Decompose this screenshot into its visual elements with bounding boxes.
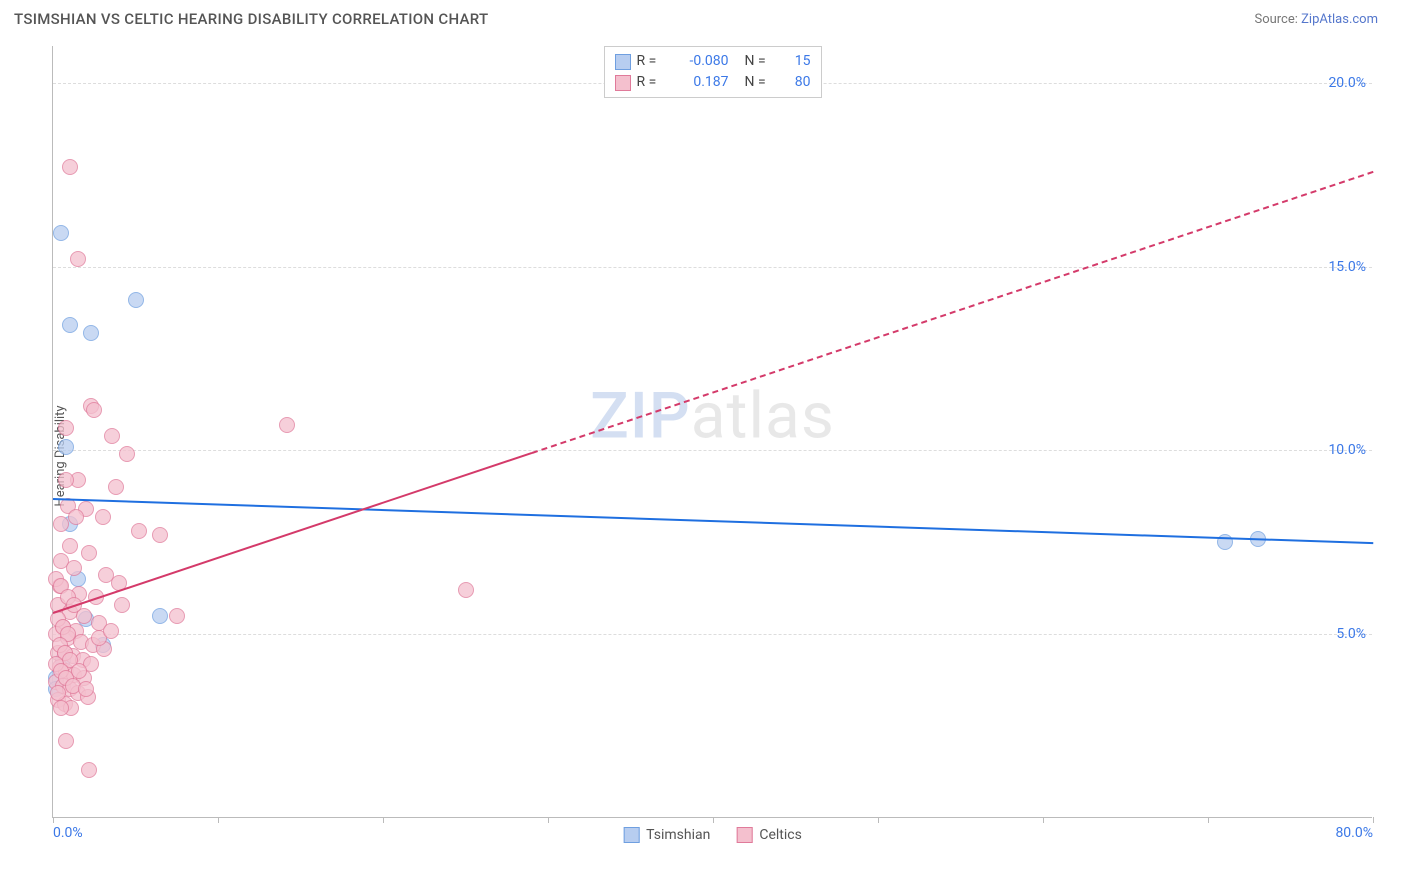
data-point-celtics <box>169 608 185 624</box>
legend-swatch-tsimshian <box>615 54 631 70</box>
x-tick <box>383 817 384 823</box>
data-point-celtics <box>66 560 82 576</box>
data-point-tsimshian <box>62 317 78 333</box>
y-tick-label: 20.0% <box>1328 75 1366 91</box>
chart-title: TSIMSHIAN VS CELTIC HEARING DISABILITY C… <box>14 10 488 28</box>
legend-swatch-tsimshian <box>623 827 639 843</box>
data-point-celtics <box>58 420 74 436</box>
data-point-tsimshian <box>152 608 168 624</box>
data-point-celtics <box>71 663 87 679</box>
source-prefix: Source: <box>1254 12 1301 27</box>
chart-container: Hearing Disability ZIPatlas R =-0.080N =… <box>14 36 1392 876</box>
x-tick-label: 0.0% <box>53 825 83 841</box>
data-point-celtics <box>95 509 111 525</box>
legend-n-value-tsimshian: 15 <box>781 51 811 72</box>
x-tick <box>548 817 549 823</box>
x-tick <box>878 817 879 823</box>
x-tick <box>1208 817 1209 823</box>
legend-stats: R = -0.080 N = 15 R = 0.187 N = 80 <box>604 46 822 98</box>
trend-line-tsimshian <box>53 498 1373 544</box>
legend-r-label: R = <box>637 51 667 72</box>
data-point-celtics <box>86 402 102 418</box>
data-point-celtics <box>68 509 84 525</box>
data-point-tsimshian <box>128 292 144 308</box>
source-attribution: Source: ZipAtlas.com <box>1254 12 1378 27</box>
watermark-rest: atlas <box>691 379 835 454</box>
legend-r-value-tsimshian: -0.080 <box>673 51 729 72</box>
legend-series: Tsimshian Celtics <box>623 827 802 843</box>
legend-stat-row-celtics: R = 0.187 N = 80 <box>615 72 811 93</box>
legend-n-value-celtics: 80 <box>781 72 811 93</box>
x-tick <box>713 817 714 823</box>
legend-label-tsimshian: Tsimshian <box>646 827 710 843</box>
legend-n-label: N = <box>745 51 775 72</box>
source-link[interactable]: ZipAtlas.com <box>1301 12 1378 27</box>
plot-area: ZIPatlas R =-0.080N =15R =0.187N =80 Tsi… <box>52 46 1372 818</box>
legend-item-tsimshian: Tsimshian <box>623 827 710 843</box>
data-point-celtics <box>103 623 119 639</box>
data-point-celtics <box>458 582 474 598</box>
legend-item-celtics: Celtics <box>736 827 801 843</box>
legend-n-label: N = <box>745 72 775 93</box>
gridline-h <box>53 634 1372 635</box>
data-point-celtics <box>279 417 295 433</box>
legend-stat-row-tsimshian: R = -0.080 N = 15 <box>615 51 811 72</box>
data-point-tsimshian <box>53 225 69 241</box>
data-point-celtics <box>50 685 66 701</box>
legend-swatch-celtics <box>736 827 752 843</box>
x-tick-label: 80.0% <box>1335 825 1373 841</box>
data-point-celtics <box>81 762 97 778</box>
data-point-celtics <box>62 538 78 554</box>
legend-swatch-celtics <box>615 75 631 91</box>
data-point-celtics <box>78 681 94 697</box>
gridline-h <box>53 267 1372 268</box>
x-tick <box>218 817 219 823</box>
data-point-celtics <box>53 516 69 532</box>
data-point-celtics <box>131 523 147 539</box>
data-point-celtics <box>114 597 130 613</box>
data-point-celtics <box>119 446 135 462</box>
trend-line-celtics-dashed <box>531 171 1373 454</box>
data-point-tsimshian <box>83 325 99 341</box>
data-point-celtics <box>58 472 74 488</box>
legend-r-label: R = <box>637 72 667 93</box>
legend-r-value-celtics: 0.187 <box>673 72 729 93</box>
data-point-celtics <box>104 428 120 444</box>
y-tick-label: 10.0% <box>1328 442 1366 458</box>
data-point-celtics <box>58 733 74 749</box>
data-point-celtics <box>108 479 124 495</box>
data-point-celtics <box>152 527 168 543</box>
x-tick <box>1373 817 1374 823</box>
data-point-celtics <box>53 700 69 716</box>
x-tick <box>53 817 54 823</box>
gridline-h <box>53 450 1372 451</box>
legend-label-celtics: Celtics <box>759 827 801 843</box>
watermark-z: Z <box>590 379 630 454</box>
data-point-celtics <box>62 159 78 175</box>
y-tick-label: 15.0% <box>1328 259 1366 275</box>
y-tick-label: 5.0% <box>1336 626 1366 642</box>
data-point-tsimshian <box>58 439 74 455</box>
x-tick <box>1043 817 1044 823</box>
data-point-celtics <box>81 545 97 561</box>
watermark: ZIPatlas <box>590 379 835 454</box>
data-point-celtics <box>70 251 86 267</box>
